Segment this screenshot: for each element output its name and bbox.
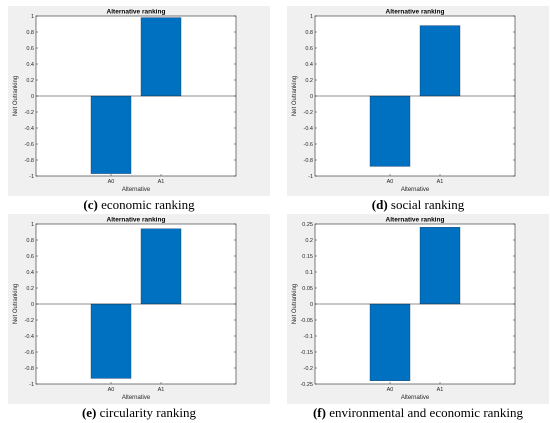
caption-circularity: (e) circularity ranking [8, 405, 270, 421]
y-tick-label: 0.4 [26, 62, 34, 68]
y-axis-label: Net Outranking [13, 76, 19, 116]
y-tick-label: -0.2 [25, 318, 34, 324]
caption-letter: (c) [83, 197, 98, 212]
x-tick-label: A1 [437, 179, 444, 185]
y-tick-label: -0.8 [25, 366, 34, 372]
y-tick-label: 1 [31, 14, 34, 20]
y-tick-label: 0 [310, 94, 313, 100]
y-tick-label: 0.4 [305, 62, 313, 68]
x-tick-label: A1 [158, 179, 165, 185]
y-tick-label: -1 [29, 174, 34, 180]
caption-economic: (c) economic ranking [8, 197, 270, 213]
bar-chart: Alternative ranking -0.25 -0.2 -0.15 -0.1 -0.… [287, 214, 549, 404]
chart-title: Alternative ranking [107, 9, 166, 16]
chart-title: Alternative ranking [386, 217, 445, 224]
x-tick-label: A0 [387, 387, 394, 393]
chart-title: Alternative ranking [386, 9, 445, 16]
bar-A1 [419, 25, 461, 97]
y-tick-label: -1 [29, 382, 34, 388]
y-tick-label: -0.2 [304, 110, 313, 116]
x-tick-label: A0 [108, 179, 115, 185]
y-tick-label: 0.6 [305, 46, 313, 52]
chart-panel-social: Alternative ranking -1 -0.8 -0.6 -0.4 -0.2 0 0.… [287, 6, 549, 196]
y-tick-label: 0.8 [305, 30, 313, 36]
caption-letter: (e) [81, 405, 97, 420]
chart-panel-economic: Alternative ranking -1 -0.8 -0.6 -0.4 -0.2 0 0.… [8, 6, 270, 196]
y-tick-label: 0.1 [305, 270, 313, 276]
x-axis-label: Alternative [401, 395, 430, 401]
caption-environmental-economic: (f) environmental and economic ranking [287, 405, 549, 421]
y-tick-label: -0.4 [25, 334, 34, 340]
y-tick-label: -0.15 [300, 350, 313, 356]
bar-A1 [140, 228, 182, 305]
y-tick-label: 0.25 [302, 222, 313, 228]
caption-letter: (d) [371, 197, 388, 212]
y-tick-label: -0.8 [304, 158, 313, 164]
y-tick-label: 0.2 [26, 286, 34, 292]
y-tick-label: 0.05 [302, 286, 313, 292]
y-tick-label: 0.6 [26, 46, 34, 52]
y-tick-label: -0.25 [300, 382, 313, 388]
y-tick-label: 1 [31, 222, 34, 228]
x-axis-label: Alternative [401, 187, 430, 193]
caption-social: (d) social ranking [287, 197, 549, 213]
bar-A1 [419, 226, 461, 305]
caption-text: circularity ranking [96, 405, 197, 420]
bar-A0 [369, 303, 411, 382]
bar-chart: Alternative ranking -1 -0.8 -0.6 -0.4 -0.2 0 0.… [8, 6, 270, 196]
y-tick-label: 0.15 [302, 254, 313, 260]
chart-title: Alternative ranking [107, 217, 166, 224]
bar-A0 [90, 95, 132, 174]
y-axis-label: Net Outranking [13, 284, 19, 324]
y-tick-label: 0 [31, 302, 34, 308]
y-tick-label: -0.2 [304, 366, 313, 372]
bar-chart: Alternative ranking -1 -0.8 -0.6 -0.4 -0.2 0 0.… [287, 6, 549, 196]
y-tick-label: 0 [310, 302, 313, 308]
y-tick-label: -0.4 [25, 126, 34, 132]
y-tick-label: 0.2 [305, 238, 313, 244]
x-tick-label: A0 [108, 387, 115, 393]
y-tick-label: 0.6 [26, 254, 34, 260]
y-tick-label: -1 [308, 174, 313, 180]
bar-chart: Alternative ranking -1 -0.8 -0.6 -0.4 -0.2 0 0.… [8, 214, 270, 404]
caption-text: environmental and economic ranking [325, 405, 524, 420]
y-tick-label: 0.8 [26, 30, 34, 36]
y-tick-label: -0.2 [25, 110, 34, 116]
chart-panel-circularity: Alternative ranking -1 -0.8 -0.6 -0.4 -0.2 0 0.… [8, 214, 270, 404]
y-tick-label: 0.4 [26, 270, 34, 276]
x-axis-label: Alternative [122, 187, 151, 193]
y-axis-label: Net Outranking [292, 284, 298, 324]
x-tick-label: A1 [158, 387, 165, 393]
y-tick-label: -0.6 [25, 142, 34, 148]
caption-text: economic ranking [97, 197, 195, 212]
y-tick-label: -0.4 [304, 126, 313, 132]
bar-A0 [369, 95, 411, 167]
y-tick-label: -0.6 [304, 142, 313, 148]
y-tick-label: -0.6 [25, 350, 34, 356]
y-tick-label: -0.1 [304, 334, 313, 340]
y-tick-label: -0.8 [25, 158, 34, 164]
y-axis-label: Net Outranking [292, 76, 298, 116]
y-tick-label: 0.2 [305, 78, 313, 84]
caption-letter: (f) [312, 405, 326, 420]
bar-A1 [140, 17, 182, 97]
y-tick-label: 0 [31, 94, 34, 100]
y-tick-label: 1 [310, 14, 313, 20]
x-tick-label: A1 [437, 387, 444, 393]
chart-panel-environmental-economic: Alternative ranking -0.25 -0.2 -0.15 -0.1 -0.… [287, 214, 549, 404]
x-axis-label: Alternative [122, 395, 151, 401]
y-tick-label: 0.2 [26, 78, 34, 84]
bar-A0 [90, 303, 132, 379]
x-tick-label: A0 [387, 179, 394, 185]
y-tick-label: -0.05 [300, 318, 313, 324]
caption-text: social ranking [387, 197, 465, 212]
y-tick-label: 0.8 [26, 238, 34, 244]
